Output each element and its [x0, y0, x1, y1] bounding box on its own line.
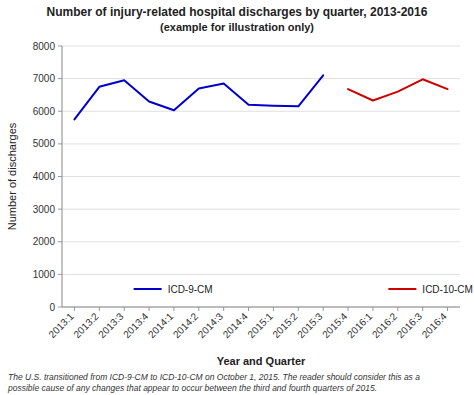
series-line [74, 75, 323, 119]
y-tick-label: 6000 [33, 106, 56, 117]
y-tick [58, 143, 62, 144]
x-tick [323, 307, 324, 311]
y-tick-label: 0 [49, 302, 55, 313]
legend-label: ICD-9-CM [168, 284, 213, 295]
axes: 0100020003000400050006000700080002013:12… [33, 41, 460, 341]
x-tick [298, 307, 299, 311]
grid-line [62, 307, 460, 308]
footnote-line: The U.S. transitioned from ICD-9-CM to I… [8, 372, 420, 382]
x-tick [149, 307, 150, 311]
x-tick [223, 307, 224, 311]
x-tick-label: 2014:3 [196, 310, 226, 340]
x-axis-line [62, 307, 460, 308]
x-tick-label: 2014:1 [146, 310, 176, 340]
y-tick-label: 2000 [33, 236, 56, 247]
x-tick-label: 2016:4 [420, 310, 450, 340]
grid-line [62, 111, 460, 112]
subtitle: (example for illustration only) [160, 21, 314, 33]
chart: Number of injury-related hospital discha… [0, 0, 474, 395]
x-tick-label: 2013:3 [96, 310, 126, 340]
legend-label: ICD-10-CM [422, 284, 473, 295]
x-tick-label: 2015:3 [295, 310, 325, 340]
x-tick [422, 307, 423, 311]
x-tick-label: 2016:3 [395, 310, 425, 340]
y-tick [58, 241, 62, 242]
x-tick-label: 2015:1 [245, 310, 275, 340]
x-tick-label: 2016:2 [370, 310, 400, 340]
y-tick-label: 4000 [33, 171, 56, 182]
x-tick [273, 307, 274, 311]
x-tick [397, 307, 398, 311]
title: Number of injury-related hospital discha… [47, 5, 428, 19]
x-tick [372, 307, 373, 311]
x-tick [99, 307, 100, 311]
grid-line [62, 209, 460, 210]
y-tick [58, 78, 62, 79]
x-tick-label: 2016:1 [345, 310, 375, 340]
y-tick-label: 3000 [33, 204, 56, 215]
y-tick [58, 307, 62, 308]
footnote: The U.S. transitioned from ICD-9-CM to I… [7, 372, 420, 393]
y-axis-label: Number of discharges [6, 122, 18, 230]
x-tick [248, 307, 249, 311]
x-tick-label: 2015:2 [270, 310, 300, 340]
legend: ICD-9-CM ICD-10-CM [134, 284, 473, 295]
x-tick [198, 307, 199, 311]
y-tick [58, 111, 62, 112]
x-tick [74, 307, 75, 311]
footnote-line: possible cause of any changes that appea… [7, 383, 377, 393]
y-axis-line [62, 46, 63, 307]
x-tick-label: 2014:4 [221, 310, 251, 340]
y-tick-label: 5000 [33, 138, 56, 149]
grid-line [62, 46, 460, 47]
series-line [348, 79, 448, 100]
y-tick-label: 8000 [33, 41, 56, 52]
data [74, 75, 447, 119]
x-tick [173, 307, 174, 311]
grid-line [62, 176, 460, 177]
legend-swatch [388, 288, 416, 290]
x-axis-label: Year and Quarter [217, 355, 306, 367]
legend-swatch [134, 288, 162, 290]
x-tick [348, 307, 349, 311]
x-tick [124, 307, 125, 311]
x-tick-label: 2013:1 [46, 310, 76, 340]
grid-line [62, 78, 460, 79]
grid-line [62, 143, 460, 144]
x-tick-label: 2015:4 [320, 310, 350, 340]
grid-line [62, 274, 460, 275]
y-tick [58, 274, 62, 275]
y-tick [58, 209, 62, 210]
x-tick-label: 2013:4 [121, 310, 151, 340]
x-tick-label: 2014:2 [171, 310, 201, 340]
y-tick [58, 46, 62, 47]
grid-line [62, 241, 460, 242]
x-tick [447, 307, 448, 311]
y-tick-label: 1000 [33, 269, 56, 280]
y-tick [58, 176, 62, 177]
y-tick-label: 7000 [33, 73, 56, 84]
x-tick-label: 2013:2 [71, 310, 101, 340]
